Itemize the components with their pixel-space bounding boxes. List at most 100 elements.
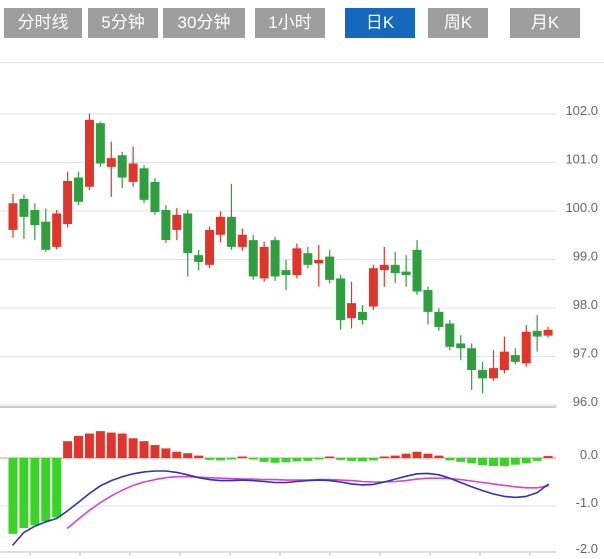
candle-body <box>521 331 531 364</box>
candle-body <box>183 213 193 254</box>
candle-body <box>8 203 18 230</box>
candle-body <box>194 255 204 262</box>
candle-body <box>368 268 378 307</box>
candle-body <box>248 240 258 277</box>
macd-histogram-bar <box>478 458 488 466</box>
macd-histogram-bar <box>84 433 94 458</box>
candle-body <box>325 256 335 280</box>
candle-body <box>63 180 73 225</box>
macd-histogram-bar <box>292 458 302 462</box>
macd-histogram-bar <box>215 458 225 461</box>
price-axis-label: 97.0 <box>573 346 598 361</box>
macd-axis-label: -2.0 <box>576 541 598 556</box>
candle-body <box>95 123 105 164</box>
candle-body <box>401 271 411 276</box>
candle-body <box>423 290 433 312</box>
candle-body <box>205 229 215 265</box>
macd-histogram-bar <box>379 456 389 458</box>
candle-body <box>281 270 291 276</box>
price-axis-label: 99.0 <box>573 249 598 264</box>
candle-body <box>19 198 29 217</box>
macd-histogram-bar <box>270 458 280 463</box>
macd-histogram-bar <box>226 458 236 460</box>
macd-histogram-bar <box>150 445 160 458</box>
candle-body <box>390 264 400 274</box>
tab-1小时[interactable]: 1小时 <box>255 8 325 38</box>
candle-body <box>456 343 466 349</box>
macd-histogram-bar <box>8 458 18 534</box>
candle-body <box>259 246 269 279</box>
candle-body <box>52 213 62 247</box>
price-axis-label: 101.0 <box>565 152 598 167</box>
macd-histogram-bar <box>248 458 258 460</box>
candle-body <box>161 210 171 241</box>
candle-body <box>379 264 389 271</box>
macd-histogram-bar <box>139 441 149 458</box>
candle-body <box>499 351 509 371</box>
macd-histogram-bar <box>314 458 324 460</box>
candle-body <box>357 311 367 321</box>
candle-body <box>128 163 138 182</box>
macd-histogram-bar <box>543 456 553 458</box>
candle-body <box>41 221 51 250</box>
tab-30分钟[interactable]: 30分钟 <box>163 8 245 38</box>
candle-body <box>215 216 225 235</box>
candle-body <box>314 259 324 264</box>
price-axis-label: 102.0 <box>565 103 598 118</box>
macd-histogram-bar <box>172 451 182 458</box>
macd-histogram-bar <box>63 441 73 458</box>
macd-histogram-bar <box>521 458 531 464</box>
price-axis-label: 96.0 <box>573 394 598 409</box>
macd-histogram-bar <box>237 456 247 458</box>
macd-histogram-bar <box>183 453 193 458</box>
macd-axis-label: 0.0 <box>580 447 598 462</box>
period-tabbar: 分时线 5分钟 30分钟 1小时 日K 周K 月K <box>0 0 604 38</box>
macd-histogram-bar <box>456 458 466 462</box>
tab-5分钟[interactable]: 5分钟 <box>88 8 158 38</box>
macd-histogram-bar <box>205 458 215 460</box>
candle-body <box>478 370 488 379</box>
macd-histogram-bar <box>30 458 40 526</box>
macd-histogram-bar <box>510 458 520 465</box>
candle-body <box>510 355 520 362</box>
candle-body <box>488 368 498 379</box>
candle-body <box>434 311 444 327</box>
macd-histogram-bar <box>117 433 127 458</box>
macd-histogram-bar <box>303 458 313 461</box>
macd-histogram-bar <box>128 438 138 458</box>
macd-histogram-bar <box>259 458 269 462</box>
macd-histogram-bar <box>445 458 455 461</box>
macd-histogram-bar <box>532 458 542 461</box>
candle-body <box>237 234 247 247</box>
candle-body <box>445 323 455 347</box>
candle-body <box>292 248 302 276</box>
dea-line <box>66 475 549 529</box>
macd-histogram-bar <box>74 435 84 458</box>
macd-histogram-bar <box>499 458 509 467</box>
candle-body <box>336 278 346 321</box>
candle-body <box>84 119 94 187</box>
macd-histogram-bar <box>19 458 29 529</box>
macd-histogram-bar <box>434 455 444 458</box>
tab-月K[interactable]: 月K <box>510 8 580 38</box>
candle-body <box>412 249 422 292</box>
tab-分时线[interactable]: 分时线 <box>4 8 82 38</box>
candle-body <box>106 158 116 167</box>
tab-日K-selected[interactable]: 日K <box>345 8 415 38</box>
candle-body <box>532 330 542 337</box>
candle-body <box>74 177 84 202</box>
macd-histogram-bar <box>401 453 411 458</box>
macd-histogram-bar <box>368 458 378 461</box>
price-axis-label: 98.0 <box>573 297 598 312</box>
macd-histogram-bar <box>336 458 346 460</box>
price-axis-label: 100.0 <box>565 200 598 215</box>
macd-histogram-bar <box>41 458 51 522</box>
macd-histogram-bar <box>347 458 357 461</box>
macd-histogram-bar <box>390 455 400 458</box>
candle-body <box>226 216 236 247</box>
tab-周K[interactable]: 周K <box>428 8 488 38</box>
macd-histogram-bar <box>52 458 62 518</box>
candle-body <box>139 168 149 200</box>
candle-body <box>543 329 553 336</box>
